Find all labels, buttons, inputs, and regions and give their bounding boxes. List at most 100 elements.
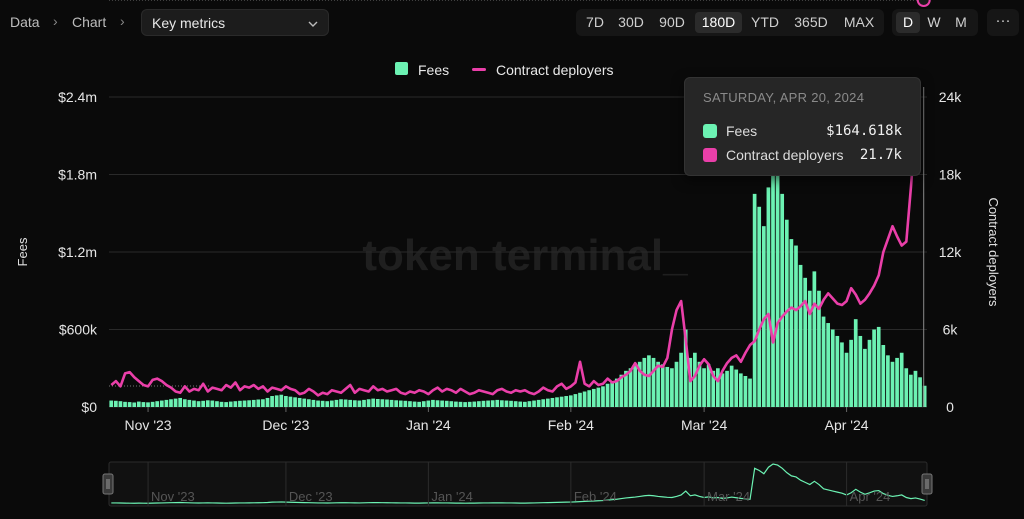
fees-bar — [288, 396, 293, 407]
range-7d-button[interactable]: 7D — [586, 14, 604, 30]
navigator-tick-label: Apr '24 — [850, 489, 891, 504]
range-365d-button[interactable]: 365D — [794, 14, 828, 30]
fees-bar — [913, 370, 918, 407]
fees-bar — [431, 399, 435, 407]
y-tick-label: $1.8m — [58, 167, 97, 183]
range-ytd-button[interactable]: YTD — [751, 14, 779, 30]
fees-bar — [522, 401, 527, 407]
x-axis: Nov '23 Dec '23 Jan '24 Feb '24 Mar '24 Apr '… — [125, 407, 869, 433]
legend-fees-swatch[interactable] — [395, 62, 408, 75]
navigator-right-handle[interactable] — [921, 473, 933, 495]
fees-bar — [398, 400, 403, 407]
legend-deployers-label[interactable]: Contract deployers — [496, 62, 614, 78]
fees-bar — [454, 401, 458, 407]
tooltip-fees-swatch — [703, 124, 717, 138]
fees-bar — [228, 401, 233, 407]
legend-fees-label[interactable]: Fees — [418, 62, 450, 78]
range-30d-button[interactable]: 30D — [618, 14, 644, 30]
fees-bar — [610, 381, 615, 407]
navigator-left-handle[interactable] — [102, 473, 114, 495]
fees-bar — [293, 397, 297, 407]
fees-bar — [366, 399, 371, 407]
fees-bar — [683, 329, 688, 407]
fees-bar — [794, 245, 798, 407]
fees-bar — [817, 290, 821, 407]
y-tick-label: $600k — [59, 322, 98, 338]
legend-deployers-swatch[interactable] — [472, 68, 486, 71]
fees-bar — [320, 400, 325, 407]
y-tick-label: $0 — [81, 399, 97, 415]
fees-bar — [780, 193, 785, 407]
fees-bar — [619, 374, 624, 407]
y2-axis-title: Contract deployers — [986, 197, 1001, 307]
more-options-button[interactable]: ··· — [987, 9, 1019, 36]
tooltip-fees-value: $164.618k — [826, 123, 902, 139]
granularity-day-button[interactable]: D — [896, 12, 920, 33]
fees-bar — [449, 401, 454, 407]
fees-bar — [495, 399, 500, 407]
metric-select[interactable]: Key metrics — [141, 9, 329, 36]
granularity-month-button[interactable]: M — [955, 14, 967, 30]
tooltip-deployers-value: 21.7k — [859, 147, 902, 163]
top-bar: Data › Chart › Key metrics 7D 30D 90D 18… — [0, 0, 1024, 46]
fees-bar — [637, 361, 642, 407]
fees-bar — [178, 397, 183, 407]
fees-bar — [352, 400, 357, 407]
fees-bar — [909, 374, 913, 407]
fees-bar — [693, 352, 697, 407]
fees-bar — [192, 400, 196, 407]
fees-bar — [725, 370, 729, 407]
fees-bar — [435, 400, 440, 407]
range-180d-button[interactable]: 180D — [695, 12, 742, 33]
granularity-week-button[interactable]: W — [927, 14, 941, 30]
fees-bar — [458, 401, 463, 407]
fees-bar — [109, 400, 114, 407]
fees-bar — [504, 400, 509, 407]
fees-bar — [412, 401, 417, 407]
range-90d-button[interactable]: 90D — [659, 14, 685, 30]
range-max-button[interactable]: MAX — [843, 14, 875, 30]
x-tick-label: Apr '24 — [825, 417, 869, 433]
fees-bar — [578, 392, 582, 407]
tooltip-deployers-swatch — [703, 148, 717, 162]
fees-bar — [307, 399, 311, 407]
y2-tick-label: 18k — [939, 167, 963, 183]
fees-bar — [587, 390, 592, 407]
fees-bar — [113, 400, 118, 407]
fees-bar — [807, 290, 812, 407]
fees-bar — [256, 399, 261, 407]
fees-bar — [881, 345, 886, 407]
fees-bar — [789, 239, 794, 407]
fees-bar — [573, 394, 578, 407]
deployers-series-line — [110, 126, 917, 397]
breadcrumb-chart[interactable]: Chart — [72, 14, 107, 30]
fees-bar — [343, 399, 348, 407]
y2-tick-label: 12k — [939, 244, 963, 260]
fees-bar — [210, 400, 215, 407]
fees-bar — [555, 397, 559, 407]
fees-bar — [417, 401, 421, 407]
x-tick-label: Dec '23 — [262, 417, 309, 433]
fees-bar — [798, 264, 803, 407]
fees-bar — [440, 400, 444, 407]
fees-bar — [743, 376, 748, 407]
fees-bar — [720, 373, 725, 407]
fees-bar — [233, 401, 238, 407]
fees-bar — [670, 368, 674, 407]
fees-bar — [339, 399, 343, 407]
fees-bar — [325, 401, 330, 407]
x-tick-label: Jan '24 — [406, 417, 451, 433]
fees-bar — [472, 401, 477, 407]
metric-select-value: Key metrics — [152, 15, 226, 31]
tooltip-deployers-label: Contract deployers — [726, 147, 844, 163]
fees-bar — [582, 391, 587, 407]
fees-bar — [146, 402, 150, 407]
range-navigator[interactable]: Nov '23 Dec '23 Jan '24 Feb '24 Mar '24 Apr '… — [102, 461, 933, 507]
fees-bar — [394, 400, 399, 407]
fees-bar — [224, 402, 228, 407]
fees-bar — [830, 329, 835, 407]
fees-bar — [477, 401, 481, 407]
breadcrumb-data[interactable]: Data — [10, 14, 40, 30]
fees-bar — [444, 400, 449, 407]
